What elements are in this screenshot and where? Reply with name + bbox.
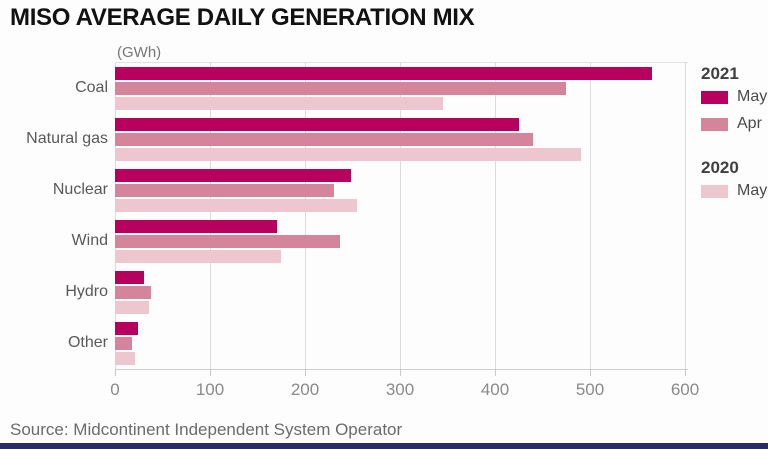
x-tick-mark	[400, 369, 401, 376]
gridline	[590, 63, 591, 369]
legend-spacer	[701, 142, 767, 156]
bar-hydro-2021-may	[115, 271, 144, 284]
x-tick-label-600: 600	[670, 380, 700, 399]
x-tick-label-0: 0	[110, 380, 120, 399]
gridline	[495, 63, 496, 369]
legend-swatch	[701, 184, 728, 198]
category-labels: Coal Natural gas Nuclear Wind Hydro Other	[0, 62, 108, 368]
gridline	[400, 63, 401, 369]
bar-coal-2021-apr	[115, 82, 566, 95]
x-tick-label-200: 200	[290, 380, 320, 399]
footer-accent-bar	[0, 443, 768, 449]
bar-nuclear-2020-may	[115, 199, 357, 212]
axis-unit-label: (GWh)	[117, 44, 162, 61]
x-tick-mark	[305, 369, 306, 376]
bar-wind-2020-may	[115, 250, 281, 263]
legend-item-2021-may: May	[701, 88, 767, 106]
bar-group-nuclear	[115, 165, 688, 216]
x-tick-mark	[685, 369, 686, 376]
bar-wind-2021-apr	[115, 235, 340, 248]
gridline	[115, 63, 116, 369]
x-tick-mark	[115, 369, 116, 376]
legend-label: May	[737, 88, 768, 105]
bar-hydro-2021-apr	[115, 286, 151, 299]
x-tick-mark	[210, 369, 211, 376]
bar-nuclear-2021-apr	[115, 184, 334, 197]
legend: 2021 May Apr 2020 May	[701, 62, 767, 209]
chart-title: MISO AVERAGE DAILY GENERATION MIX	[10, 4, 475, 31]
legend-label: May	[737, 182, 768, 199]
x-tick-label-100: 100	[195, 380, 225, 399]
category-label-wind: Wind	[71, 232, 108, 249]
plot-area	[115, 62, 688, 370]
bar-other-2020-may	[115, 352, 135, 365]
bar-group-coal	[115, 63, 688, 114]
category-label-other: Other	[67, 334, 108, 351]
bar-nuclear-2021-may	[115, 169, 351, 182]
category-label-coal: Coal	[75, 79, 108, 96]
legend-year-2020: 2020	[701, 158, 739, 177]
bar-hydro-2020-may	[115, 301, 149, 314]
source-text: Source: Midcontinent Independent System …	[10, 420, 403, 439]
bar-group-hydro	[115, 267, 688, 318]
bar-wind-2021-may	[115, 220, 277, 233]
x-axis: 0 100 200 300 400 500 600	[110, 368, 715, 404]
x-tick-mark	[495, 369, 496, 376]
x-tick-label-400: 400	[480, 380, 510, 399]
gridline	[210, 63, 211, 369]
bar-coal-2021-may	[115, 67, 652, 80]
bar-natural-gas-2021-may	[115, 118, 519, 131]
bar-group-other	[115, 318, 688, 369]
gridline	[305, 63, 306, 369]
bar-natural-gas-2021-apr	[115, 133, 533, 146]
legend-swatch	[701, 117, 728, 131]
legend-year-2021: 2021	[701, 64, 739, 83]
x-tick-label-300: 300	[385, 380, 415, 399]
legend-item-2021-apr: Apr	[701, 115, 767, 133]
category-label-natural-gas: Natural gas	[26, 130, 108, 147]
category-label-nuclear: Nuclear	[52, 181, 108, 198]
gridline	[685, 63, 686, 369]
bar-group-wind	[115, 216, 688, 267]
x-tick-mark	[590, 369, 591, 376]
bar-other-2021-may	[115, 322, 138, 335]
bar-coal-2020-may	[115, 97, 443, 110]
legend-item-2020-may: May	[701, 182, 767, 200]
bar-natural-gas-2020-may	[115, 148, 581, 161]
x-tick-label-500: 500	[575, 380, 605, 399]
bar-group-natural-gas	[115, 114, 688, 165]
bar-other-2021-apr	[115, 337, 132, 350]
legend-label: Apr	[737, 115, 762, 132]
legend-swatch	[701, 90, 728, 104]
category-label-hydro: Hydro	[65, 283, 108, 300]
